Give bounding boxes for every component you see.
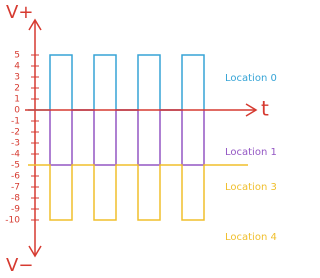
x-arrow <box>245 103 258 117</box>
series-line <box>28 164 248 221</box>
y-tick-label: 5 <box>14 51 20 61</box>
series-label: Location 0 <box>225 73 277 84</box>
series-line <box>49 109 205 166</box>
series-label: Location 1 <box>225 147 277 158</box>
y-tick-label: -2 <box>11 128 20 138</box>
y-tick-label: -3 <box>11 139 20 149</box>
y-label-top: V+ <box>6 2 33 23</box>
annotation: Location 4 <box>225 232 277 243</box>
y-tick-label: 4 <box>14 62 20 72</box>
y-tick-label: -1 <box>11 117 20 127</box>
y-arrow-bottom <box>28 245 42 258</box>
series-label: Location 3 <box>225 182 277 193</box>
y-label-bottom: V− <box>6 255 33 276</box>
y-tick-label: 0 <box>14 106 20 116</box>
y-arrow-top <box>28 18 42 31</box>
y-tick-label: -9 <box>11 205 20 215</box>
y-tick-label: -7 <box>11 183 20 193</box>
y-tick-label: -6 <box>11 172 20 182</box>
y-tick-label: 3 <box>14 73 20 83</box>
series-line <box>28 54 205 111</box>
y-tick-label: -10 <box>5 216 20 226</box>
x-label: t <box>261 97 269 121</box>
y-tick-label: 1 <box>14 95 20 105</box>
y-tick-label: 2 <box>14 84 20 94</box>
y-tick-label: -8 <box>11 194 20 204</box>
y-tick-label: -5 <box>11 161 20 171</box>
y-tick-label: -4 <box>11 150 20 160</box>
